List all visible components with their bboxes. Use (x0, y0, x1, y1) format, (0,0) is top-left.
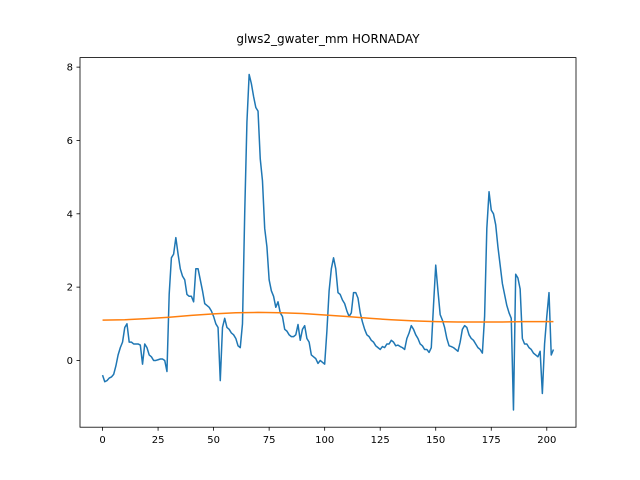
x-tick-label: 175 (482, 435, 501, 446)
y-tick-label: 4 (67, 209, 73, 220)
y-tick-label: 2 (67, 283, 73, 294)
chart-title: glws2_gwater_mm HORNADAY (236, 32, 420, 46)
x-tick-label: 25 (152, 435, 165, 446)
x-tick-label: 150 (426, 435, 445, 446)
y-tick-label: 0 (67, 356, 73, 367)
plot-frame (79, 57, 577, 428)
x-tick-label: 0 (99, 435, 105, 446)
x-tick-label: 50 (207, 435, 220, 446)
data-line (101, 73, 555, 411)
y-tick-label: 8 (67, 63, 73, 74)
data-line (102, 311, 554, 323)
x-tick-label: 100 (315, 435, 334, 446)
x-tick-label: 75 (263, 435, 276, 446)
x-tick-label: 125 (371, 435, 390, 446)
y-tick-label: 6 (67, 136, 73, 147)
x-tick-label: 200 (537, 435, 556, 446)
